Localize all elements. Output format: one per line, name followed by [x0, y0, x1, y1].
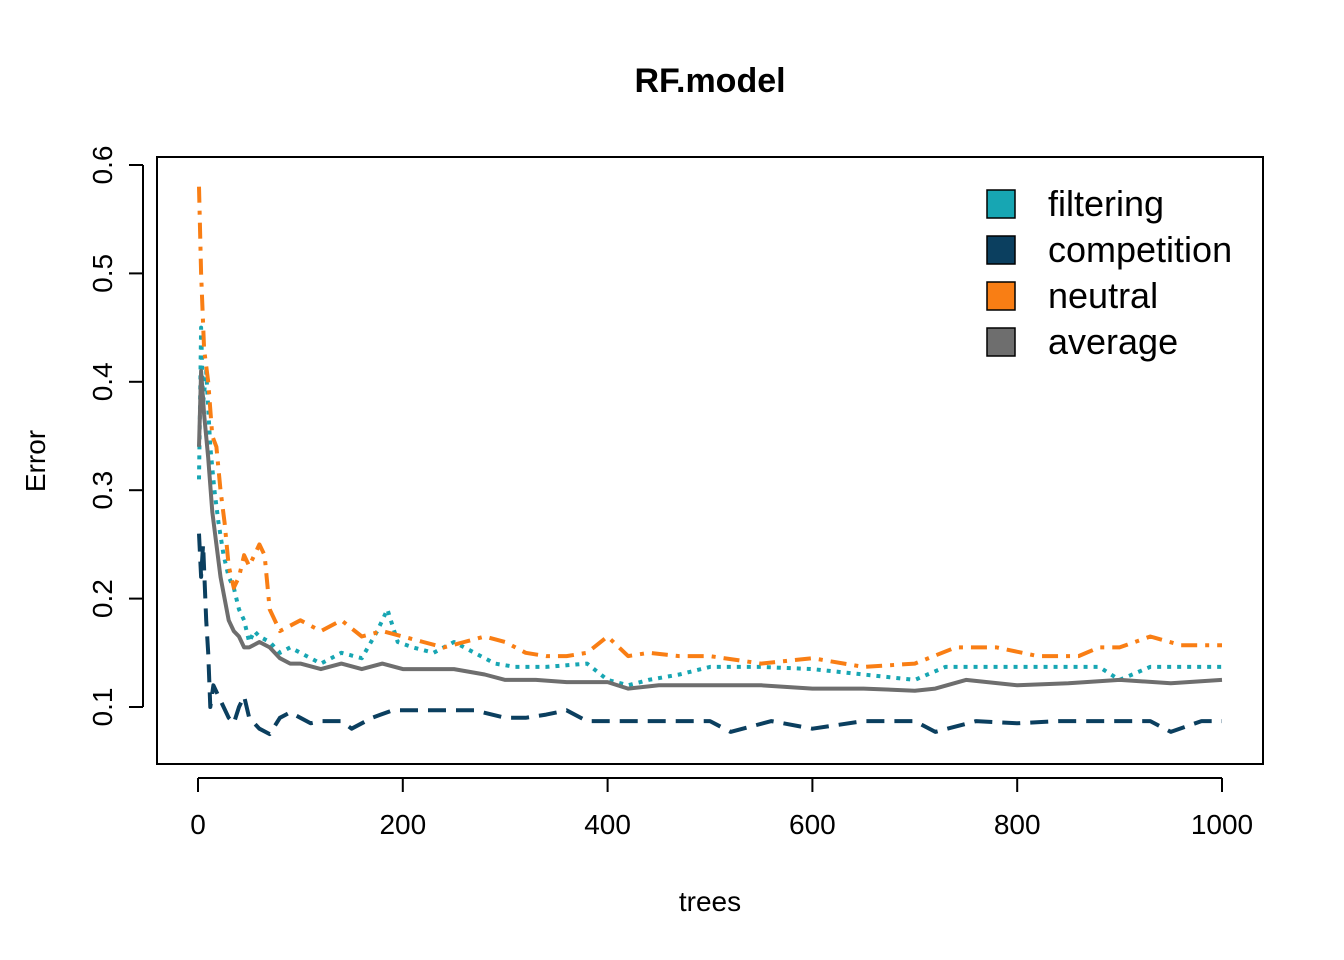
legend: filtering competition neutral average	[986, 183, 1232, 362]
x-axis: 0 200 400 600 800 1000	[190, 777, 1253, 840]
legend-swatch-competition	[986, 235, 1016, 265]
x-tick-label: 400	[584, 809, 631, 840]
series-line-competition	[197, 533, 1222, 737]
x-tick-label: 1000	[1191, 809, 1253, 840]
x-tick-label: 800	[994, 809, 1041, 840]
legend-swatch-average	[986, 327, 1016, 357]
y-axis-label: Error	[20, 430, 51, 492]
legend-swatch-neutral	[986, 281, 1016, 311]
y-tick-label: 0.5	[87, 254, 118, 293]
legend-label-filtering: filtering	[1048, 183, 1164, 224]
x-tick-label: 0	[190, 809, 206, 840]
series-layer	[197, 186, 1223, 737]
y-tick-label: 0.1	[87, 688, 118, 727]
series-line-neutral	[197, 186, 1222, 669]
legend-label-neutral: neutral	[1048, 275, 1158, 316]
x-tick-label: 200	[379, 809, 426, 840]
series-line-filtering	[197, 325, 1222, 688]
y-tick-label: 0.2	[87, 579, 118, 618]
y-tick-label: 0.3	[87, 471, 118, 510]
x-tick-label: 600	[789, 809, 836, 840]
legend-label-average: average	[1048, 321, 1178, 362]
series-line-average	[197, 369, 1223, 693]
y-tick-label: 0.4	[87, 362, 118, 401]
x-axis-label: trees	[679, 886, 741, 917]
y-axis: 0.1 0.2 0.3 0.4 0.5 0.6	[87, 146, 144, 727]
legend-swatch-filtering	[986, 189, 1016, 219]
chart-title: RF.model	[634, 62, 785, 100]
legend-label-competition: competition	[1048, 229, 1232, 270]
y-tick-label: 0.6	[87, 146, 118, 185]
plot-frame	[156, 156, 1264, 765]
